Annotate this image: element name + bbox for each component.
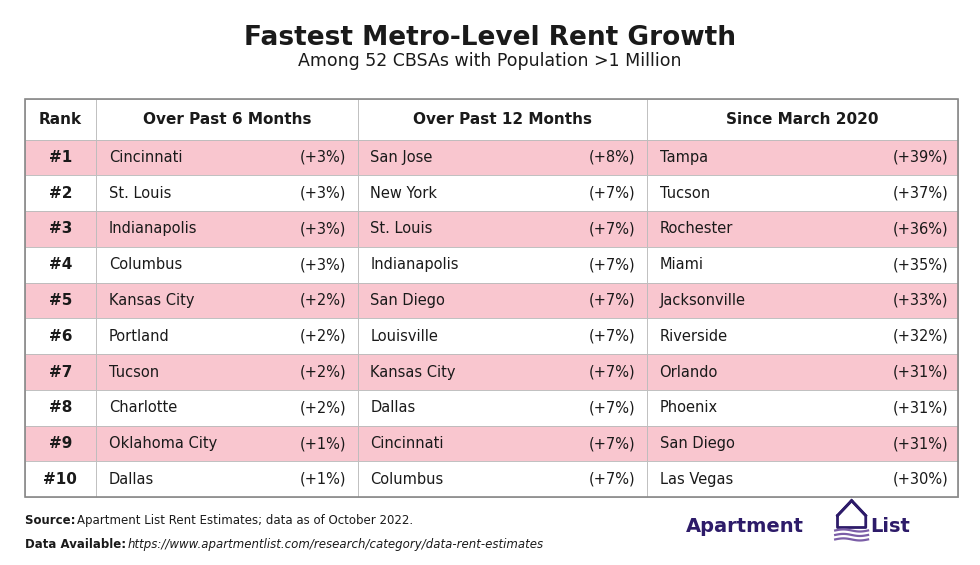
Text: #7: #7: [49, 364, 72, 380]
Text: #6: #6: [49, 329, 72, 344]
Text: Orlando: Orlando: [660, 364, 718, 380]
Text: (+36%): (+36%): [893, 221, 949, 237]
Text: (+39%): (+39%): [893, 150, 949, 165]
Text: Las Vegas: Las Vegas: [660, 472, 733, 487]
Text: (+3%): (+3%): [300, 186, 346, 201]
Text: Riverside: Riverside: [660, 329, 728, 344]
Text: Among 52 CBSAs with Population >1 Million: Among 52 CBSAs with Population >1 Millio…: [298, 52, 682, 70]
Text: New York: New York: [370, 186, 437, 201]
Text: Cincinnati: Cincinnati: [370, 436, 444, 451]
Text: (+2%): (+2%): [299, 329, 346, 344]
Text: (+2%): (+2%): [299, 400, 346, 415]
Text: Charlotte: Charlotte: [109, 400, 177, 415]
Text: (+8%): (+8%): [589, 150, 635, 165]
Text: (+2%): (+2%): [299, 293, 346, 308]
Text: (+7%): (+7%): [588, 257, 635, 272]
Text: (+3%): (+3%): [300, 221, 346, 237]
Text: Phoenix: Phoenix: [660, 400, 717, 415]
Text: Since March 2020: Since March 2020: [726, 112, 879, 127]
Text: (+7%): (+7%): [588, 364, 635, 380]
Text: #4: #4: [49, 257, 72, 272]
Text: (+31%): (+31%): [893, 436, 949, 451]
Text: Miami: Miami: [660, 257, 704, 272]
Text: (+7%): (+7%): [588, 472, 635, 487]
Text: Over Past 6 Months: Over Past 6 Months: [143, 112, 311, 127]
Text: Source:: Source:: [24, 514, 79, 527]
Text: Data Available:: Data Available:: [24, 538, 129, 551]
Text: (+7%): (+7%): [588, 293, 635, 308]
Text: #9: #9: [49, 436, 72, 451]
Text: (+7%): (+7%): [588, 221, 635, 237]
Text: Dallas: Dallas: [370, 400, 416, 415]
Text: San Diego: San Diego: [370, 293, 445, 308]
Text: San Jose: San Jose: [370, 150, 433, 165]
Text: Columbus: Columbus: [370, 472, 444, 487]
Text: Rochester: Rochester: [660, 221, 733, 237]
Text: (+7%): (+7%): [588, 329, 635, 344]
Text: Portland: Portland: [109, 329, 170, 344]
Text: #5: #5: [49, 293, 72, 308]
Text: Indianapolis: Indianapolis: [109, 221, 197, 237]
Text: Oklahoma City: Oklahoma City: [109, 436, 217, 451]
Text: #1: #1: [49, 150, 72, 165]
Text: https://www.apartmentlist.com/research/category/data-rent-estimates: https://www.apartmentlist.com/research/c…: [127, 538, 544, 551]
Text: San Diego: San Diego: [660, 436, 734, 451]
Text: Apartment: Apartment: [686, 517, 804, 536]
Text: (+7%): (+7%): [588, 400, 635, 415]
Text: Jacksonville: Jacksonville: [660, 293, 746, 308]
Text: (+3%): (+3%): [300, 257, 346, 272]
Text: Fastest Metro-Level Rent Growth: Fastest Metro-Level Rent Growth: [244, 25, 736, 51]
Text: (+31%): (+31%): [893, 364, 949, 380]
Text: #8: #8: [49, 400, 72, 415]
Text: (+1%): (+1%): [300, 472, 346, 487]
Text: Over Past 12 Months: Over Past 12 Months: [413, 112, 592, 127]
Text: Tampa: Tampa: [660, 150, 708, 165]
Text: #10: #10: [43, 472, 77, 487]
Text: #3: #3: [49, 221, 72, 237]
Text: List: List: [870, 517, 910, 536]
Text: Tucson: Tucson: [109, 364, 159, 380]
Text: Rank: Rank: [38, 112, 82, 127]
Text: #2: #2: [49, 186, 72, 201]
Text: Kansas City: Kansas City: [370, 364, 456, 380]
Text: (+2%): (+2%): [299, 364, 346, 380]
Text: (+30%): (+30%): [893, 472, 949, 487]
Text: Tucson: Tucson: [660, 186, 710, 201]
Text: Columbus: Columbus: [109, 257, 182, 272]
Text: Dallas: Dallas: [109, 472, 154, 487]
Text: St. Louis: St. Louis: [109, 186, 172, 201]
Text: (+7%): (+7%): [588, 186, 635, 201]
Text: (+7%): (+7%): [588, 436, 635, 451]
Text: (+3%): (+3%): [300, 150, 346, 165]
Text: (+37%): (+37%): [893, 186, 949, 201]
Text: Kansas City: Kansas City: [109, 293, 194, 308]
Text: (+33%): (+33%): [893, 293, 949, 308]
Text: (+1%): (+1%): [300, 436, 346, 451]
Text: (+31%): (+31%): [893, 400, 949, 415]
Text: Louisville: Louisville: [370, 329, 438, 344]
Text: Apartment List Rent Estimates; data as of October 2022.: Apartment List Rent Estimates; data as o…: [77, 514, 414, 527]
Text: Indianapolis: Indianapolis: [370, 257, 459, 272]
Text: (+32%): (+32%): [893, 329, 949, 344]
Text: (+35%): (+35%): [893, 257, 949, 272]
Text: St. Louis: St. Louis: [370, 221, 433, 237]
Text: Cincinnati: Cincinnati: [109, 150, 182, 165]
